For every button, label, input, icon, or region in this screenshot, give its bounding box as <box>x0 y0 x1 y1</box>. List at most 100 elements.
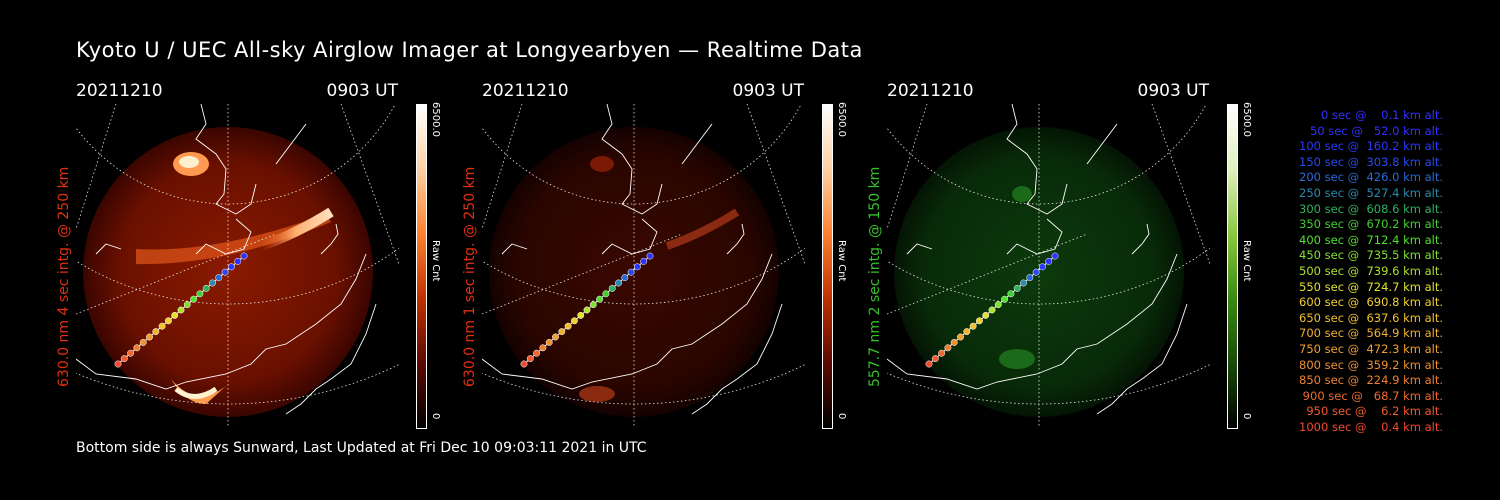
trajectory-point <box>190 295 198 303</box>
legend-item: 1000 sec @ 0.4 km alt. <box>1299 419 1443 434</box>
trajectory-point <box>1038 263 1046 271</box>
panel-ylabel: 630.0 nm 1 sec intg. @ 250 km <box>462 166 478 387</box>
allsky-image <box>482 104 805 427</box>
colorbar-unit: Raw Cnt <box>836 240 847 282</box>
trajectory-point <box>994 301 1002 309</box>
panel-630-1s: 20211210 0903 UT 630.0 nm 1 sec intg. @ … <box>462 80 902 430</box>
trajectory-point <box>577 311 585 319</box>
allsky-image <box>887 104 1210 427</box>
panel-date: 20211210 <box>887 81 974 101</box>
footer-note: Bottom side is always Sunward, Last Upda… <box>76 440 647 456</box>
trajectory-point <box>1026 274 1034 282</box>
trajectory-point <box>240 252 248 260</box>
panel-557-2s: 20211210 0903 UT 557.7 nm 2 sec intg. @ … <box>867 80 1307 430</box>
colorbar-max: 6500.0 <box>1241 102 1252 137</box>
trajectory-point <box>120 355 128 363</box>
trajectory-point <box>640 257 648 265</box>
trajectory-point <box>215 274 223 282</box>
trajectory-point <box>944 344 952 352</box>
trajectory-point <box>1045 257 1053 265</box>
trajectory-point <box>1032 268 1040 276</box>
legend-item: 0 sec @ 0.1 km alt. <box>1310 108 1443 122</box>
trajectory-point <box>963 328 971 336</box>
trajectory-point <box>146 333 153 341</box>
trajectory-point <box>938 349 946 357</box>
trajectory-point <box>202 284 210 292</box>
legend-item: 700 sec @ 564.9 km alt. <box>1295 326 1443 341</box>
allsky-image <box>76 104 399 427</box>
legend-item: 950 sec @ 6.2 km alt. <box>1302 404 1443 419</box>
trajectory-point <box>615 279 622 287</box>
trajectory-point <box>545 338 553 346</box>
trajectory-track <box>520 252 654 368</box>
legend-item: 650 sec @ 637.6 km alt. <box>1295 310 1443 325</box>
trajectory-point <box>152 328 160 336</box>
trajectory-point <box>957 333 964 341</box>
legend-item: 900 sec @ 68.7 km alt. <box>1299 388 1443 403</box>
trajectory-legend: 0 sec @ 0.1 km alt. 50 sec @ 52.0 km alt… <box>1258 108 1443 435</box>
panel-ylabel: 557.7 nm 2 sec intg. @ 150 km <box>867 166 883 387</box>
legend-item: 600 sec @ 690.8 km alt. <box>1295 295 1443 310</box>
legend-item: 200 sec @ 426.0 km alt. <box>1295 170 1443 185</box>
trajectory-point <box>227 263 235 271</box>
colorbar-min: 0 <box>1241 413 1252 420</box>
trajectory-point <box>526 355 534 363</box>
trajectory-point <box>539 344 547 352</box>
panel-time: 0903 UT <box>1137 81 1210 101</box>
trajectory-point <box>221 268 229 276</box>
legend-item: 550 sec @ 724.7 km alt. <box>1295 279 1443 294</box>
trajectory-point <box>171 311 179 319</box>
trajectory-point <box>602 290 610 298</box>
trajectory-point <box>608 284 616 292</box>
trajectory-point <box>646 252 654 260</box>
trajectory-point <box>177 306 185 314</box>
colorbar-min: 0 <box>430 413 441 420</box>
trajectory-point <box>183 301 191 309</box>
trajectory-point <box>209 279 216 287</box>
legend-item: 400 sec @ 712.4 km alt. <box>1295 232 1443 247</box>
trajectory-point <box>925 360 933 368</box>
colorbar-max: 6500.0 <box>836 102 847 137</box>
trajectory-point <box>931 355 939 363</box>
trajectory-point <box>627 268 635 276</box>
trajectory-point <box>570 317 578 325</box>
trajectory-point <box>564 322 572 330</box>
trajectory-point <box>1020 279 1027 287</box>
panel-ylabel: 630.0 nm 4 sec intg. @ 250 km <box>56 166 72 387</box>
trajectory-point <box>552 333 559 341</box>
trajectory-point <box>633 263 641 271</box>
legend-item: 800 sec @ 359.2 km alt. <box>1295 357 1443 372</box>
legend-item: 500 sec @ 739.6 km alt. <box>1295 263 1443 278</box>
trajectory-track <box>925 252 1059 368</box>
legend-item: 150 sec @ 303.8 km alt. <box>1295 154 1443 169</box>
colorbar-min: 0 <box>836 413 847 420</box>
trajectory-point <box>975 317 983 325</box>
panel-630-4s: 20211210 0903 UT 630.0 nm 4 sec intg. @ … <box>56 80 496 430</box>
trajectory-point <box>196 290 204 298</box>
trajectory-point <box>621 274 629 282</box>
trajectory-point <box>234 257 242 265</box>
colorbar-max: 6500.0 <box>430 102 441 137</box>
panel-time: 0903 UT <box>732 81 805 101</box>
legend-item: 250 sec @ 527.4 km alt. <box>1295 185 1443 200</box>
legend-item: 450 sec @ 735.5 km alt. <box>1295 248 1443 263</box>
trajectory-point <box>520 360 528 368</box>
legend-item: 50 sec @ 52.0 km alt. <box>1302 123 1443 138</box>
legend-item: 750 sec @ 472.3 km alt. <box>1295 341 1443 356</box>
trajectory-point <box>114 360 122 368</box>
trajectory-point <box>583 306 591 314</box>
trajectory-point <box>133 344 141 352</box>
legend-item: 300 sec @ 608.6 km alt. <box>1295 201 1443 216</box>
trajectory-track <box>114 252 248 368</box>
colorbar-unit: Raw Cnt <box>1241 240 1252 282</box>
panel-date: 20211210 <box>76 81 163 101</box>
trajectory-point <box>982 311 990 319</box>
panel-date: 20211210 <box>482 81 569 101</box>
trajectory-point <box>969 322 977 330</box>
trajectory-point <box>596 295 604 303</box>
trajectory-point <box>533 349 541 357</box>
trajectory-point <box>158 322 166 330</box>
colorbar <box>822 104 833 429</box>
page-title: Kyoto U / UEC All-sky Airglow Imager at … <box>76 38 863 62</box>
trajectory-point <box>988 306 996 314</box>
